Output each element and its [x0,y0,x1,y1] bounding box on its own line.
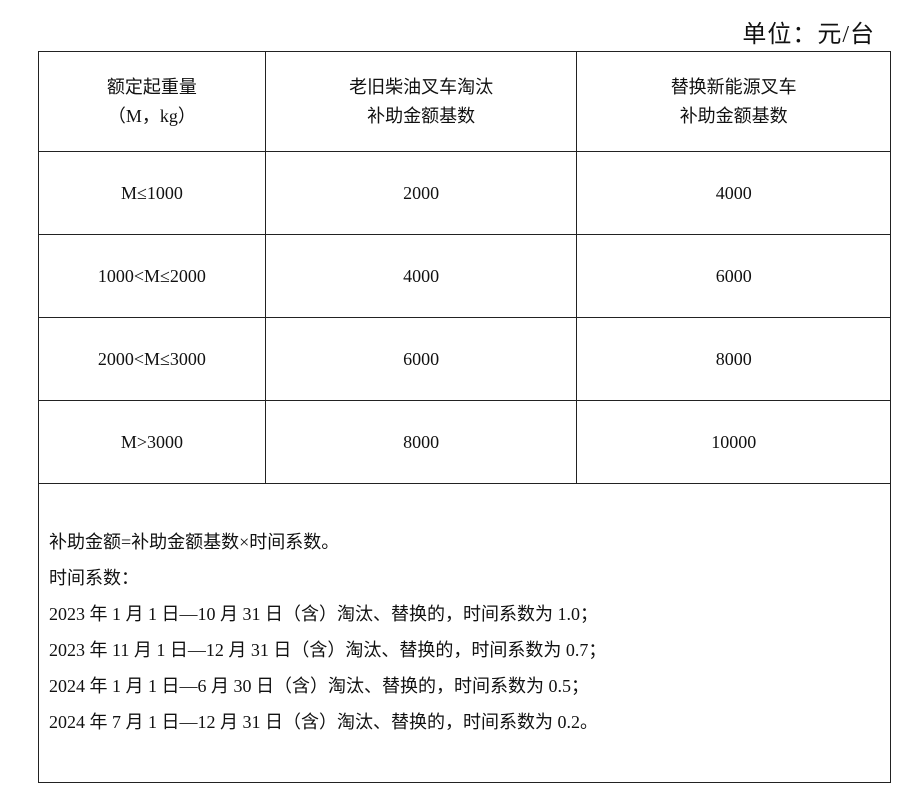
table-row: 2000<M≤3000 6000 8000 [38,317,891,401]
header-replace: 替换新能源叉车 补助金额基数 [576,51,891,152]
header-line: 老旧柴油叉车淘汰 [349,76,494,97]
retire-cell: 8000 [264,400,578,484]
capacity-cell: M≤1000 [38,151,266,235]
replace-cell: 8000 [576,317,891,401]
capacity-cell: 2000<M≤3000 [38,317,266,401]
header-row: 额定起重量 （M，kg） 老旧柴油叉车淘汰 补助金额基数 替换新能源叉车 补助金额基数 [38,51,891,152]
capacity-cell: 1000<M≤2000 [38,234,266,318]
retire-cell: 6000 [264,317,578,401]
notes-cell: 补助金额=补助金额基数×时间系数。 时间系数： 2023 年 1 月 1 日—1… [38,483,891,783]
table-row: M>3000 8000 10000 [38,400,891,484]
header-line: 补助金额基数 [367,105,476,126]
replace-cell: 4000 [576,151,891,235]
note-line: 时间系数： [49,568,139,588]
subsidy-table: 额定起重量 （M，kg） 老旧柴油叉车淘汰 补助金额基数 替换新能源叉车 补助金额基数… [38,51,891,783]
replace-cell: 10000 [576,400,891,484]
header-line: 额定起重量 [106,76,197,97]
replace-cell: 6000 [576,234,891,318]
header-line: 替换新能源叉车 [670,76,797,97]
note-line: 2023 年 1 月 1 日—10 月 31 日（含）淘汰、替换的，时间系数为 … [49,604,598,624]
note-line: 2024 年 1 月 1 日—6 月 30 日（含）淘汰、替换的，时间系数为 0… [49,676,589,696]
notes-row: 补助金额=补助金额基数×时间系数。 时间系数： 2023 年 1 月 1 日—1… [38,483,891,783]
retire-cell: 4000 [264,234,578,318]
retire-cell: 2000 [264,151,578,235]
note-line: 补助金额=补助金额基数×时间系数。 [49,532,340,552]
header-line: 补助金额基数 [679,105,788,126]
header-capacity: 额定起重量 （M，kg） [38,51,266,152]
note-line: 2024 年 7 月 1 日—12 月 31 日（含）淘汰、替换的，时间系数为 … [49,712,598,732]
note-line: 2023 年 11 月 1 日—12 月 31 日（含）淘汰、替换的，时间系数为… [49,640,607,660]
capacity-cell: M>3000 [38,400,266,484]
table-row: M≤1000 2000 4000 [38,151,891,235]
table-row: 1000<M≤2000 4000 6000 [38,234,891,318]
header-line: （M，kg） [107,105,196,126]
unit-label: 单位：元/台 [742,22,875,48]
header-retire: 老旧柴油叉车淘汰 补助金额基数 [264,51,578,152]
